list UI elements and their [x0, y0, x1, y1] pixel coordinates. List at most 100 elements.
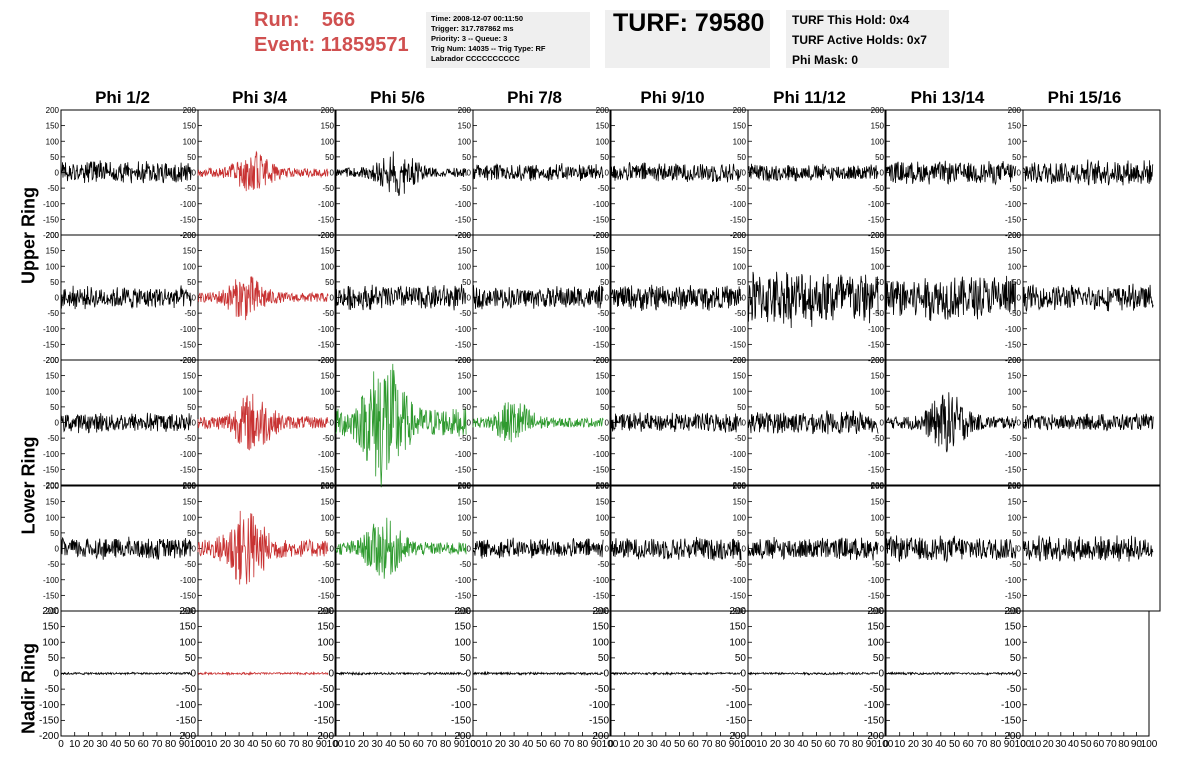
y-tick-label: 150: [321, 122, 335, 131]
y-tick-label: -100: [314, 700, 334, 711]
x-tick-label: 0: [883, 739, 889, 750]
y-tick-label: -150: [176, 715, 196, 726]
x-tick-label: 50: [536, 739, 548, 750]
y-tick-label: 200: [46, 356, 60, 365]
y-tick-label: 200: [458, 356, 472, 365]
y-tick-label: -50: [320, 684, 335, 695]
x-tick-label: 70: [426, 739, 438, 750]
y-tick-label: 50: [50, 403, 59, 412]
y-tick-label: 50: [462, 403, 471, 412]
y-tick-label: 50: [185, 653, 197, 664]
x-tick-label: 70: [701, 739, 713, 750]
y-tick-label: 200: [46, 482, 60, 491]
y-tick-label: 200: [183, 231, 197, 240]
y-tick-label: -100: [318, 325, 335, 334]
y-tick-label: -100: [1005, 450, 1022, 459]
waveform-trace: [60, 160, 192, 184]
y-tick-label: 0: [192, 169, 197, 178]
y-tick-label: 50: [600, 278, 609, 287]
y-tick-label: 200: [1004, 606, 1021, 617]
x-tick-label: 100: [877, 739, 894, 750]
y-tick-label: 0: [192, 545, 197, 554]
y-tick-label: 50: [187, 403, 196, 412]
x-tick-label: 20: [908, 739, 920, 750]
waveform-trace: [335, 517, 467, 579]
y-tick-label: 0: [53, 669, 59, 680]
y-tick-label: 150: [733, 498, 747, 507]
y-tick-label: -100: [1001, 700, 1021, 711]
y-tick-label: -150: [593, 465, 610, 474]
y-tick-label: 100: [46, 262, 60, 271]
y-tick-label: 50: [325, 403, 334, 412]
waveform-trace: [335, 151, 467, 196]
y-tick-label: -150: [43, 215, 60, 224]
y-tick-label: 150: [596, 372, 610, 381]
y-tick-label: 50: [1012, 529, 1021, 538]
y-tick-label: 100: [596, 513, 610, 522]
y-tick-label: 150: [458, 122, 472, 131]
y-tick-label: -100: [43, 450, 60, 459]
y-tick-label: 100: [1004, 637, 1021, 648]
x-tick-label: 30: [647, 739, 659, 750]
y-tick-label: -100: [180, 200, 197, 209]
y-tick-label: 150: [46, 122, 60, 131]
y-tick-label: 50: [325, 153, 334, 162]
y-tick-label: -100: [318, 576, 335, 585]
waveform-trace: [747, 536, 879, 561]
waveform-trace: [472, 402, 604, 443]
y-tick-label: 150: [1008, 372, 1022, 381]
x-tick-label: 50: [949, 739, 961, 750]
y-tick-label: -100: [455, 200, 472, 209]
y-tick-label: 150: [183, 372, 197, 381]
y-tick-label: -100: [730, 450, 747, 459]
x-tick-label: 20: [770, 739, 782, 750]
y-tick-label: 100: [733, 137, 747, 146]
x-tick-label: 20: [83, 739, 95, 750]
y-tick-label: -150: [451, 715, 471, 726]
x-tick-label: 20: [495, 739, 507, 750]
y-tick-label: 200: [458, 231, 472, 240]
y-tick-label: -200: [726, 731, 746, 742]
y-tick-label: 100: [596, 137, 610, 146]
y-tick-label: 150: [733, 372, 747, 381]
waveform-trace: [885, 392, 1017, 453]
y-tick-label: 0: [330, 419, 335, 428]
y-tick-label: 100: [733, 387, 747, 396]
y-tick-label: -150: [589, 715, 609, 726]
y-tick-label: -100: [318, 200, 335, 209]
y-tick-label: 100: [871, 513, 885, 522]
waveform-trace: [60, 285, 192, 310]
x-tick-label: 30: [372, 739, 384, 750]
y-tick-label: 50: [187, 153, 196, 162]
x-tick-label: 60: [413, 739, 425, 750]
y-tick-label: 100: [183, 262, 197, 271]
y-tick-label: 0: [605, 294, 610, 303]
y-tick-label: -50: [597, 309, 609, 318]
x-tick-label: 0: [333, 739, 339, 750]
y-tick-label: 100: [46, 513, 60, 522]
x-tick-label: 20: [1043, 739, 1055, 750]
x-tick-label: 30: [234, 739, 246, 750]
y-tick-label: -200: [451, 731, 471, 742]
y-tick-label: -50: [597, 434, 609, 443]
y-tick-label: 150: [871, 122, 885, 131]
y-tick-label: -150: [593, 340, 610, 349]
y-tick-label: 100: [46, 137, 60, 146]
waveform-trace: [197, 393, 329, 451]
y-tick-label: -100: [864, 700, 884, 711]
y-tick-label: 0: [880, 545, 885, 554]
x-tick-label: 40: [522, 739, 534, 750]
y-tick-label: -100: [43, 200, 60, 209]
y-tick-label: 100: [867, 637, 884, 648]
y-tick-label: -50: [459, 309, 471, 318]
x-tick-label: 60: [688, 739, 700, 750]
x-tick-label: 60: [275, 739, 287, 750]
run-row: Run: 566: [254, 8, 409, 33]
y-tick-label: -100: [1005, 325, 1022, 334]
y-tick-label: 50: [737, 529, 746, 538]
y-tick-label: 150: [46, 247, 60, 256]
y-tick-label: 0: [880, 294, 885, 303]
y-tick-label: 150: [46, 498, 60, 507]
y-tick-label: 50: [737, 403, 746, 412]
phi-header-1: Phi 1/2: [95, 88, 150, 107]
